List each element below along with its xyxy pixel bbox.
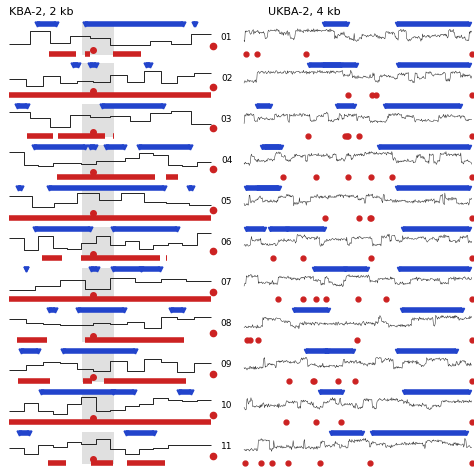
Text: 09: 09 (221, 360, 232, 369)
Text: 08: 08 (221, 319, 232, 328)
Text: 01: 01 (221, 33, 232, 42)
Bar (82, 22, 114, 55)
Text: 03: 03 (221, 115, 232, 124)
Bar (82, 63, 114, 96)
Bar (82, 391, 114, 423)
Text: 11: 11 (221, 442, 232, 451)
Text: 05: 05 (221, 197, 232, 206)
Text: 07: 07 (221, 279, 232, 288)
Text: 10: 10 (221, 401, 232, 410)
Text: 02: 02 (221, 74, 232, 83)
Text: 04: 04 (221, 155, 232, 164)
Bar (82, 145, 114, 178)
Bar (82, 432, 114, 465)
Bar (82, 350, 114, 383)
Bar (82, 268, 114, 301)
Bar (82, 104, 114, 137)
Text: UKBA-2, 4 kb: UKBA-2, 4 kb (268, 7, 340, 17)
Bar (82, 309, 114, 342)
Bar (82, 186, 114, 219)
Bar (82, 227, 114, 260)
Text: KBA-2, 2 kb: KBA-2, 2 kb (9, 7, 74, 17)
Text: 06: 06 (221, 237, 232, 246)
